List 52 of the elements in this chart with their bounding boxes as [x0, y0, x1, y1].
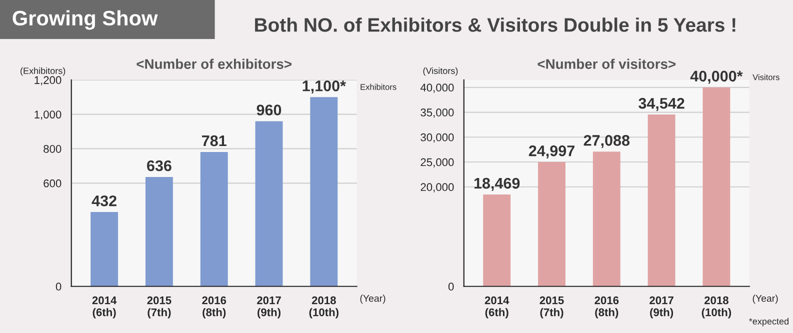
y-tick-label: 20,000: [420, 183, 454, 192]
data-label: 24,997: [528, 145, 574, 158]
data-label: 432: [92, 195, 116, 206]
x-axis-title: (Year): [752, 294, 778, 304]
chart-title: <Number of visitors>: [538, 58, 676, 69]
bar: [648, 114, 676, 286]
x-tick-label: 2014 (6th): [92, 296, 117, 318]
bar: [538, 162, 566, 286]
x-tick-label: 2016 (8th): [594, 296, 619, 318]
data-label: 18,469: [474, 178, 520, 191]
y-tick-label: 800: [44, 145, 62, 153]
y-tick-label: 1,000: [34, 110, 62, 120]
bar: [702, 87, 730, 286]
bar: [145, 176, 173, 286]
data-label: 34,542: [638, 98, 684, 111]
y-axis-title: (Exhibitors): [20, 67, 66, 76]
text: Visitors: [752, 74, 780, 80]
y-tick-label: 35,000: [420, 108, 454, 118]
bar: [90, 212, 118, 286]
x-tick-label: 2014 (6th): [484, 296, 510, 318]
bar: [592, 152, 620, 286]
bar: [255, 121, 283, 286]
y-tick-label: 25,000: [420, 158, 454, 168]
data-label: 781: [202, 135, 226, 146]
x-tick-label: 2017 (9th): [650, 296, 674, 318]
y-tick-label: 0: [56, 282, 62, 291]
data-label: 27,088: [584, 135, 630, 148]
chart-title: <Number of exhibitors>: [136, 58, 292, 69]
data-label: 40,000*: [690, 70, 743, 84]
x-axis-title: (Year): [360, 294, 386, 304]
x-tick-label: 2015 (7th): [147, 296, 172, 318]
text: Exhibitors: [360, 84, 396, 90]
data-label: 1,100*: [302, 80, 346, 94]
x-tick-label: 2018 (10th): [702, 296, 732, 318]
y-tick-label: 0: [448, 282, 454, 291]
y-tick-label: 30,000: [420, 133, 454, 143]
text: Growing Show: [12, 10, 158, 30]
text: *expected: [749, 318, 788, 326]
y-axis-title: (Visitors): [423, 67, 458, 76]
text: Both NO. of Exhibitors & Visitors Double in 5 Years !: [255, 18, 736, 32]
bar: [200, 152, 228, 286]
y-tick-label: 40,000: [420, 84, 454, 93]
data-label: 636: [147, 160, 172, 172]
x-tick-label: 2018 (10th): [309, 296, 338, 318]
x-tick-label: 2016 (8th): [202, 296, 226, 318]
y-tick-label: 600: [44, 179, 62, 188]
bar: [310, 97, 338, 286]
bar: [483, 194, 511, 286]
y-tick-label: 1,200: [34, 76, 62, 86]
x-tick-label: 2017 (9th): [257, 296, 281, 318]
data-label: 960: [256, 104, 282, 116]
x-tick-label: 2015 (7th): [540, 296, 564, 318]
